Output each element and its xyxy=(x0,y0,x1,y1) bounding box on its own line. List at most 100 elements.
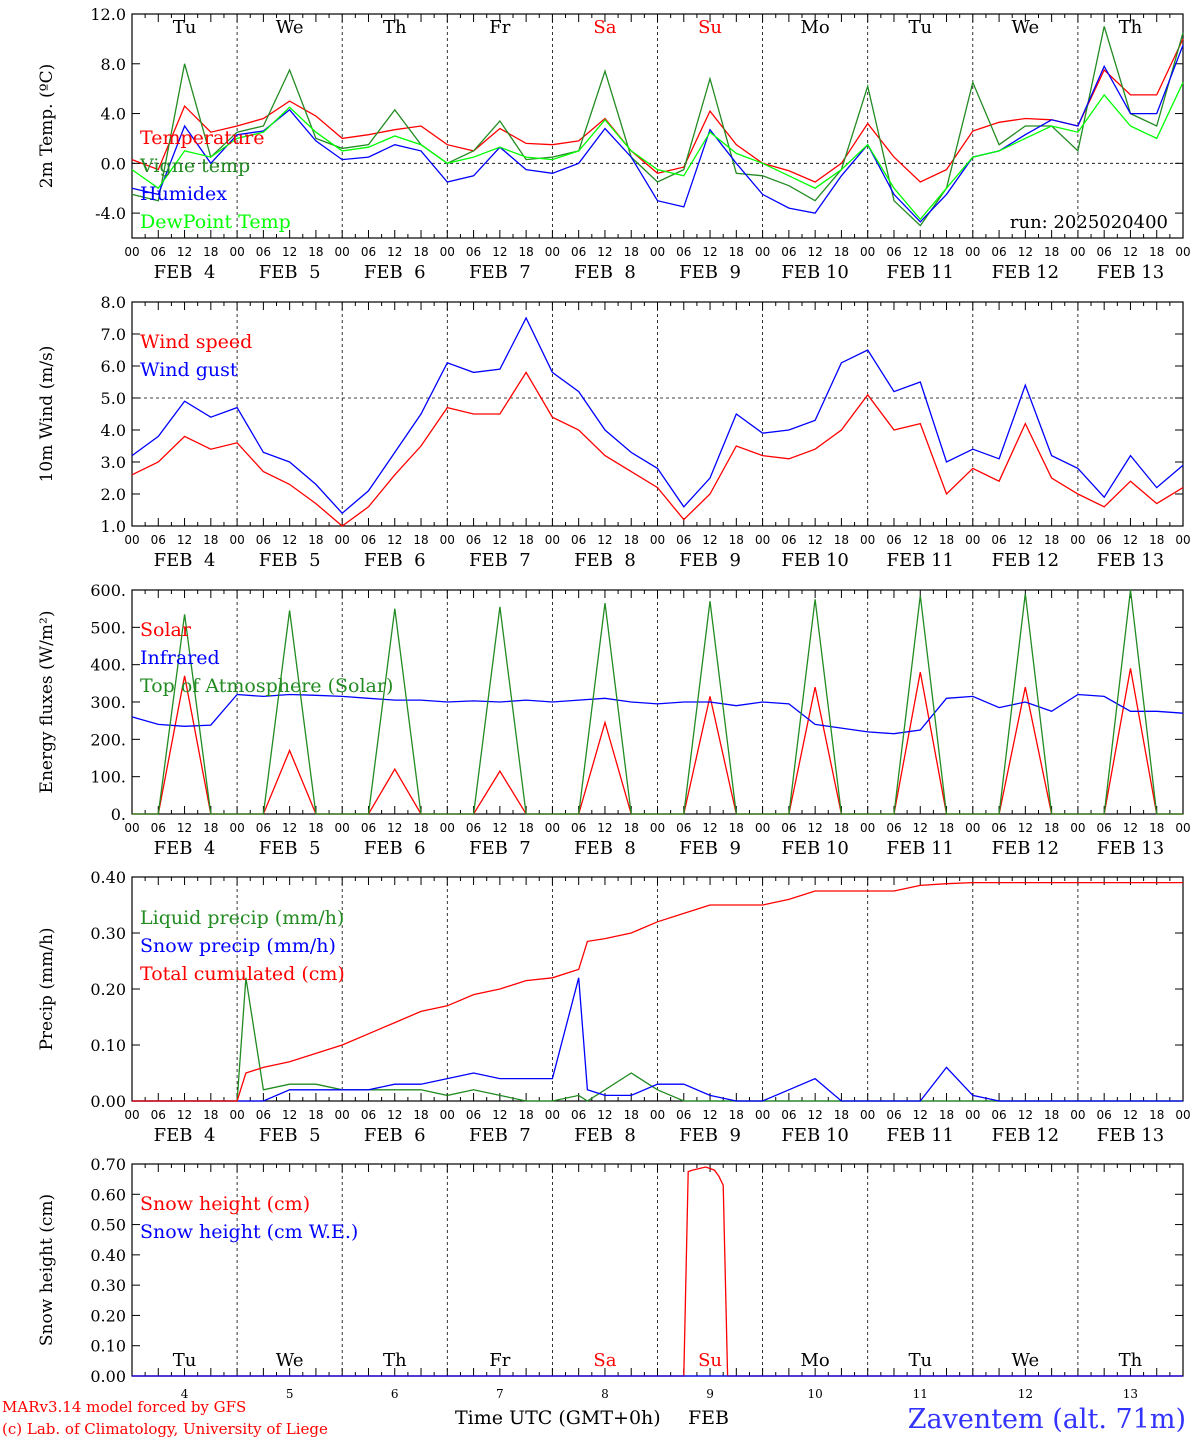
hour-tick-label: 12 xyxy=(282,821,297,835)
y-axis-label: Energy fluxes (W/m²) xyxy=(37,611,57,794)
hour-tick-label: 12 xyxy=(913,821,928,835)
hour-tick-label: 12 xyxy=(177,245,192,259)
y-axis-label: Snow height (cm) xyxy=(37,1194,57,1346)
y-tick-label: 600. xyxy=(90,581,126,600)
time-axis-label: Time UTC (GMT+0h) xyxy=(455,1407,661,1429)
y-tick-label: 0.20 xyxy=(90,1306,126,1325)
hour-tick-label: 18 xyxy=(1149,533,1164,547)
weekday-label: Th xyxy=(383,17,407,38)
hour-tick-label: 00 xyxy=(124,1108,139,1122)
weekday-label: Tu xyxy=(173,1350,197,1371)
run-annotation: run: 2025020400 xyxy=(1010,212,1168,233)
hour-tick-label: 18 xyxy=(834,1108,849,1122)
hour-tick-label: 06 xyxy=(151,1108,166,1122)
weekday-label: Sa xyxy=(593,17,616,38)
hour-tick-label: 06 xyxy=(781,533,796,547)
hour-tick-label: 12 xyxy=(387,821,402,835)
chart-panel-2: 1.0 2.0 3.0 4.0 5.0 6.0 7.0 8.0 10m Wind (m/s) 00… xyxy=(37,293,1191,571)
plot-frame xyxy=(131,301,1184,527)
hour-tick-label: 06 xyxy=(256,533,271,547)
weekday-label: Tu xyxy=(908,17,932,38)
station-label: Zaventem (alt. 71m) xyxy=(908,1404,1186,1435)
date-label: FEB 11 xyxy=(887,1125,954,1146)
hour-tick-label: 12 xyxy=(177,1108,192,1122)
date-label: FEB 5 xyxy=(259,262,321,283)
hour-tick-label: 18 xyxy=(518,533,533,547)
hour-tick-label: 12 xyxy=(177,821,192,835)
legend-entry: Infrared xyxy=(140,647,220,669)
hour-tick-label: 00 xyxy=(860,1108,875,1122)
footer-credit-line: (c) Lab. of Climatology, University of L… xyxy=(2,1420,328,1438)
hour-tick-label: 06 xyxy=(466,533,481,547)
date-label: FEB 8 xyxy=(574,550,636,571)
day-number-label: 6 xyxy=(391,1387,399,1401)
day-number-label: 13 xyxy=(1123,1387,1138,1401)
hour-tick-label: 12 xyxy=(282,1108,297,1122)
hour-tick-label: 18 xyxy=(1149,1108,1164,1122)
legend-entry: Humidex xyxy=(140,183,227,205)
hour-tick-label: 00 xyxy=(1175,245,1190,259)
y-tick-label: 100. xyxy=(90,768,126,787)
hour-tick-label: 00 xyxy=(440,821,455,835)
hour-tick-label: 12 xyxy=(1018,245,1033,259)
hour-tick-label: 18 xyxy=(518,821,533,835)
footer-model-line: MARv3.14 model forced by GFS xyxy=(2,1398,246,1416)
hour-tick-label: 06 xyxy=(361,821,376,835)
legend-entry: Snow precip (mm/h) xyxy=(140,935,336,957)
y-tick-label: 4.0 xyxy=(101,105,126,124)
hour-tick-label: 00 xyxy=(545,245,560,259)
series-line xyxy=(132,589,1183,815)
date-label: FEB 13 xyxy=(1097,1125,1164,1146)
hour-tick-label: 06 xyxy=(151,245,166,259)
y-tick-label: 300. xyxy=(90,693,126,712)
day-number-label: 9 xyxy=(706,1387,714,1401)
hour-tick-label: 00 xyxy=(335,821,350,835)
y-tick-label: 400. xyxy=(90,656,126,675)
chart-panel-5: 0.00 0.10 0.20 0.30 0.40 0.50 0.60 0.70 Snow hei… xyxy=(37,1155,1184,1401)
date-label: FEB 5 xyxy=(259,838,321,859)
y-axis-label: Precip (mm/h) xyxy=(37,927,57,1050)
date-label: FEB 6 xyxy=(364,262,426,283)
hour-tick-label: 00 xyxy=(335,1108,350,1122)
y-tick-label: 0. xyxy=(111,805,126,824)
date-label: FEB 7 xyxy=(469,262,531,283)
legend-entry: Solar xyxy=(140,619,192,641)
hour-tick-label: 00 xyxy=(965,533,980,547)
hour-tick-label: 18 xyxy=(1044,533,1059,547)
hour-tick-label: 06 xyxy=(886,245,901,259)
hour-tick-label: 12 xyxy=(702,1108,717,1122)
hour-tick-label: 18 xyxy=(939,533,954,547)
hour-tick-label: 00 xyxy=(335,533,350,547)
y-tick-label: 1.0 xyxy=(101,517,126,536)
hour-tick-label: 00 xyxy=(335,245,350,259)
hour-tick-label: 18 xyxy=(203,533,218,547)
hour-tick-label: 06 xyxy=(571,245,586,259)
legend-entry: Total cumulated (cm) xyxy=(140,963,345,985)
hour-tick-label: 00 xyxy=(440,1108,455,1122)
legend-entry: Vigne temp xyxy=(139,155,250,177)
hour-tick-label: 00 xyxy=(229,533,244,547)
weekday-label: Fr xyxy=(489,17,510,38)
hour-tick-label: 12 xyxy=(387,533,402,547)
date-label: FEB 6 xyxy=(364,838,426,859)
hour-tick-label: 06 xyxy=(571,533,586,547)
date-label: FEB 10 xyxy=(781,838,848,859)
legend-entry: Snow height (cm W.E.) xyxy=(140,1221,358,1243)
hour-tick-label: 18 xyxy=(729,821,744,835)
hour-tick-label: 18 xyxy=(624,1108,639,1122)
y-tick-label: 4.0 xyxy=(101,421,126,440)
weekday-label: Sa xyxy=(593,1350,616,1371)
day-number-label: 12 xyxy=(1018,1387,1033,1401)
y-tick-label: 0.0 xyxy=(101,154,126,173)
hour-tick-label: 12 xyxy=(702,533,717,547)
hour-tick-label: 06 xyxy=(886,1108,901,1122)
y-tick-label: 0.20 xyxy=(90,980,126,999)
hour-tick-label: 00 xyxy=(965,1108,980,1122)
day-number-label: 10 xyxy=(808,1387,823,1401)
hour-tick-label: 06 xyxy=(1097,245,1112,259)
weekday-label: Su xyxy=(698,17,722,38)
weekday-label: Tu xyxy=(908,1350,932,1371)
hour-tick-label: 00 xyxy=(860,245,875,259)
hour-tick-label: 06 xyxy=(361,245,376,259)
